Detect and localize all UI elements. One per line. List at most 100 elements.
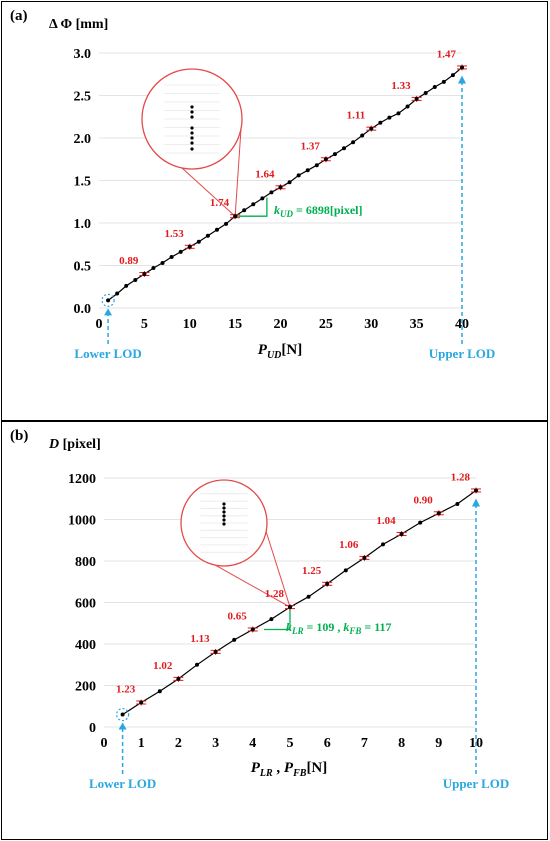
- data-point: [250, 627, 255, 632]
- x-tick-label: 15: [228, 317, 242, 332]
- y-tick-label: 1200: [68, 472, 96, 487]
- panel-b-tag: (b): [10, 428, 29, 444]
- lower-lod-arrowhead: [104, 308, 113, 316]
- x-tick-label: 6: [324, 736, 331, 751]
- data-point: [381, 542, 385, 547]
- zoom-data-point: [190, 141, 194, 145]
- data-point: [450, 73, 455, 78]
- zoom-data-point: [190, 115, 194, 119]
- x-tick-label: 30: [364, 317, 378, 332]
- x-tick-label: 35: [410, 317, 424, 332]
- data-point: [187, 244, 192, 249]
- y-tick-label: 1000: [68, 514, 96, 529]
- data-point: [343, 568, 348, 573]
- upper-lod-label: Upper LOD: [429, 346, 496, 361]
- x-tick-label: 5: [141, 317, 148, 332]
- x-tick-label: 20: [274, 317, 288, 332]
- panel-b: (b) 0 200 400 600 800 1000 1200 0 1 2 3 4 5 6 7 8 9 10 1.2…: [1, 421, 548, 840]
- data-point: [362, 555, 367, 560]
- y-tick-label: 400: [75, 638, 96, 653]
- x-tick-label: 9: [435, 736, 442, 751]
- error-label: 0.89: [119, 255, 139, 267]
- data-point: [269, 617, 274, 622]
- lower-lod-arrowhead: [118, 722, 127, 730]
- upper-lod-arrowhead: [458, 75, 466, 84]
- zoom-connector: [234, 128, 242, 217]
- data-point: [414, 96, 419, 101]
- error-label: 1.04: [376, 515, 396, 527]
- data-point: [139, 700, 144, 705]
- data-point: [213, 649, 218, 654]
- y-tick-label: 0: [89, 721, 96, 736]
- error-label: 1.33: [391, 80, 411, 92]
- error-label: 1.06: [339, 539, 359, 551]
- data-point: [305, 168, 310, 173]
- data-point: [314, 163, 319, 168]
- data-point: [436, 511, 441, 516]
- error-label: 1.02: [153, 660, 173, 672]
- y-tick-label: 2.5: [74, 90, 92, 105]
- data-point: [387, 115, 392, 120]
- upper-lod-label: Upper LOD: [443, 776, 510, 791]
- error-label: 1.28: [265, 588, 285, 600]
- data-point: [196, 239, 201, 244]
- data-point: [205, 233, 210, 238]
- data-point: [325, 581, 330, 586]
- zoom-data-point: [222, 518, 226, 522]
- data-point: [441, 79, 446, 84]
- x-tick-label: 8: [398, 736, 405, 751]
- error-label: 1.11: [347, 110, 366, 122]
- data-point: [178, 249, 183, 254]
- error-label: 0.90: [414, 494, 434, 506]
- zoom-data-point: [222, 502, 226, 506]
- slope-triangle: [263, 607, 291, 631]
- zoom-data-point: [222, 510, 226, 514]
- data-point: [242, 208, 247, 213]
- data-point: [142, 272, 147, 276]
- lower-lod-label: Lower LOD: [74, 346, 141, 361]
- data-point: [224, 221, 229, 226]
- zoom-data-point: [190, 131, 194, 135]
- x-tick-label: 4: [249, 736, 256, 751]
- data-point: [269, 190, 274, 195]
- data-point: [157, 689, 162, 694]
- data-point: [115, 291, 120, 296]
- y-tick-label: 1.5: [74, 175, 92, 190]
- zoom-connector: [265, 531, 291, 608]
- data-point: [460, 65, 464, 70]
- x-tick-label: 5: [287, 736, 294, 751]
- x-tick-label: 1: [138, 736, 145, 751]
- data-point: [287, 180, 292, 185]
- data-point: [195, 662, 199, 667]
- zoom-data-point: [190, 105, 194, 109]
- y-tick-label: 2.0: [74, 132, 92, 147]
- upper-lod-arrowhead: [472, 498, 480, 507]
- zoom-data-point: [190, 126, 194, 130]
- data-point: [214, 227, 219, 232]
- lower-lod-marker: [115, 707, 130, 722]
- x-tick-label: 10: [183, 317, 197, 332]
- zoom-data-point: [190, 136, 194, 140]
- data-point: [399, 532, 404, 537]
- slope-label: kUD = 6898[pixel]: [274, 203, 363, 219]
- error-label: 1.53: [165, 228, 185, 240]
- zoom-data-point: [190, 147, 194, 151]
- data-point: [120, 712, 125, 717]
- data-point: [378, 120, 383, 125]
- data-point: [405, 104, 410, 109]
- data-point: [351, 140, 356, 145]
- data-point: [233, 214, 238, 219]
- y-tick-label: 0.0: [74, 302, 92, 317]
- data-point: [160, 260, 165, 265]
- error-label: 1.13: [190, 633, 210, 645]
- slope-label: kLR = 109 , kFB = 117: [286, 620, 392, 636]
- data-point: [455, 501, 460, 506]
- zoom-connector: [215, 564, 291, 608]
- zoom-data-point: [222, 514, 226, 518]
- series-line: [107, 66, 463, 301]
- y-tick-label: 1.0: [74, 217, 92, 232]
- data-point: [251, 202, 256, 207]
- panel-a-tag: (a): [10, 8, 28, 24]
- data-point: [360, 133, 365, 138]
